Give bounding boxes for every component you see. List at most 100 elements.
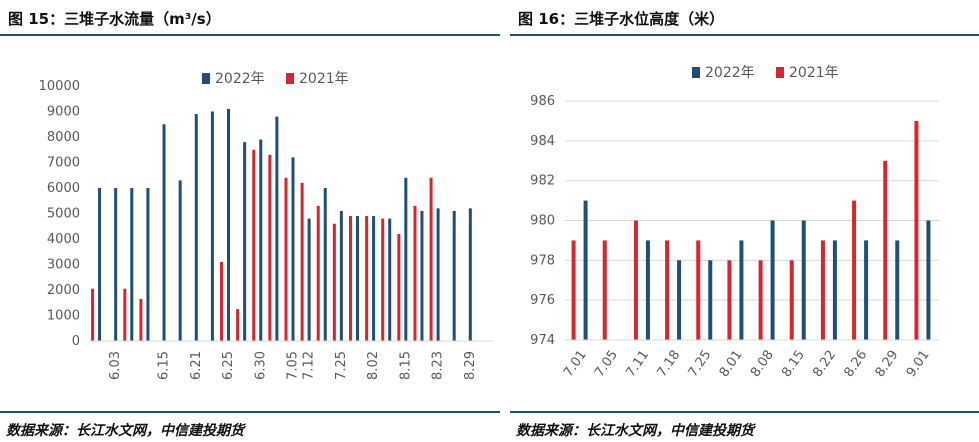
level-chart-x-tick-label: 8.15 [779, 348, 808, 380]
flow-chart-panel: 图 15：三堆子水流量（m³/s） 0 1000 2000 3000 4000 5000 6… [0, 10, 500, 439]
level-chart-bar-2021 [665, 240, 670, 340]
flow-chart-bar-2022 [404, 177, 408, 341]
flow-chart-bar-2021 [365, 216, 369, 341]
flow-chart-bar-2022 [275, 116, 279, 341]
flow-chart-y-tick-label: 6000 [47, 181, 80, 196]
flow-chart-bar-2022 [114, 188, 118, 341]
level-chart-title-rule [510, 34, 979, 36]
flow-chart-legend-swatch [286, 73, 294, 84]
level-chart-legend-swatch [692, 67, 700, 78]
flow-chart-x-tick-label: 6.15 [157, 351, 172, 380]
flow-chart-bar-2021 [236, 309, 240, 341]
level-chart-bar-2022 [895, 240, 900, 340]
level-chart-x-tick-label: 8.29 [873, 348, 902, 380]
flow-chart-bar-2021 [397, 233, 401, 341]
level-chart-y-tick-label: 974 [530, 333, 555, 348]
flow-chart-bar-2022 [243, 142, 247, 341]
flow-chart-bar-2022 [468, 208, 472, 341]
flow-chart-bar-2022 [355, 216, 359, 341]
level-chart-bar-2022 [677, 260, 682, 340]
flow-chart-bar-2022 [146, 188, 150, 341]
flow-chart-bar-2022 [227, 108, 231, 341]
flow-chart-y-tick-label: 4000 [47, 232, 80, 247]
level-chart-legend-label: 2022年 [705, 65, 755, 81]
flow-chart-x-tick-label: 8.02 [366, 351, 381, 380]
flow-chart-y-tick-label: 1000 [47, 309, 80, 324]
flow-chart: 0 1000 2000 3000 4000 5000 6000 7000 8000 9000 100… [39, 71, 493, 380]
flow-chart-y-tick-label: 0 [72, 334, 80, 349]
flow-chart-x-tick-label: 7.25 [334, 351, 349, 380]
level-chart-x-tick-label: 7.25 [686, 348, 715, 380]
level-chart-bar-2022 [739, 240, 744, 340]
level-chart-bar-2021 [758, 260, 763, 340]
flow-chart-bar-2022 [162, 124, 166, 341]
flow-chart-source: 数据来源：长江水文网，中信建投期货 [6, 423, 244, 439]
flow-chart-bar-2022 [210, 111, 214, 341]
level-chart-bar-2022 [801, 220, 806, 340]
flow-chart-legend-label: 2022年 [215, 71, 265, 87]
level-chart-y-tick-label: 982 [530, 174, 555, 189]
flow-chart-bar-2021 [252, 149, 256, 341]
level-chart-y-tick-label: 978 [530, 253, 555, 268]
level-chart-x-tick-label: 8.22 [810, 348, 839, 380]
level-chart-y-tick-label: 980 [530, 214, 555, 229]
flow-chart-bar-2021 [381, 218, 385, 341]
flow-chart-bar-2021 [316, 205, 320, 341]
flow-chart-y-tick-label: 8000 [47, 130, 80, 145]
flow-chart-bar-2022 [307, 218, 311, 341]
level-chart-bar-2022 [864, 240, 869, 340]
flow-chart-x-tick-label: 8.15 [398, 351, 413, 380]
level-chart-bar-2022 [645, 240, 650, 340]
flow-chart-legend-swatch [202, 73, 210, 84]
flow-chart-bar-2022 [372, 216, 376, 341]
flow-chart-bar-2021 [332, 223, 336, 341]
flow-chart-bar-2022 [339, 210, 343, 341]
flow-chart-y-tick-label: 10000 [39, 79, 80, 94]
level-chart-bar-2022 [926, 220, 931, 340]
flow-chart-x-tick-label: 6.30 [253, 351, 268, 380]
level-chart-bar-2021 [914, 120, 919, 341]
flow-chart-x-tick-label: 6.03 [108, 351, 123, 380]
flow-chart-bar-2022 [323, 188, 327, 341]
flow-chart-x-tick-label: 8.29 [463, 351, 478, 380]
flow-chart-bar-2021 [123, 288, 127, 341]
level-chart-bar-2021 [696, 240, 701, 340]
flow-chart-bar-2022 [178, 180, 182, 341]
level-chart-y-tick-label: 986 [530, 94, 555, 109]
flow-chart-bar-2022 [259, 139, 263, 341]
flow-chart-bar-2022 [420, 210, 424, 341]
flow-chart-bar-2021 [284, 177, 288, 341]
flow-chart-bar-2022 [388, 218, 392, 341]
flow-chart-bar-2021 [139, 298, 143, 341]
level-chart-source: 数据来源：长江水文网，中信建投期货 [516, 423, 754, 439]
level-chart-bar-2021 [883, 160, 888, 340]
level-chart-panel: 图 16：三堆子水位高度（米） 974 976 978 980 982 984 986 7.0… [510, 0, 979, 442]
level-chart-bottom-rule [510, 411, 979, 413]
flow-chart-y-tick-label: 7000 [47, 156, 80, 171]
flow-chart-bar-2022 [452, 210, 456, 341]
flow-chart-x-tick-label: 7.12 [302, 351, 317, 380]
flow-chart-bottom-rule [0, 411, 500, 413]
level-chart-x-tick-label: 8.26 [841, 348, 870, 380]
level-chart-bar-2022 [708, 260, 713, 340]
flow-chart-y-tick-label: 2000 [47, 283, 80, 298]
flow-chart-bar-2022 [436, 208, 440, 341]
flow-chart-bar-2021 [429, 177, 433, 341]
flow-chart-x-tick-label: 6.25 [221, 351, 236, 380]
level-chart-title: 图 16：三堆子水位高度（米） [518, 10, 725, 28]
level-chart-bar-2021 [852, 200, 857, 340]
flow-chart-bar-2022 [291, 157, 295, 341]
level-chart-bar-2021 [571, 240, 576, 340]
flow-chart-y-tick-label: 3000 [47, 258, 80, 273]
level-chart-y-tick-label: 976 [530, 293, 555, 308]
flow-chart-title: 图 15：三堆子水流量（m³/s） [8, 10, 221, 28]
flow-chart-bar-2021 [300, 182, 304, 341]
level-chart-x-tick-label: 9.01 [904, 348, 933, 380]
level-chart-x-tick-label: 7.05 [592, 348, 621, 380]
level-chart-y-tick-label: 984 [530, 134, 555, 149]
flow-chart-bar-2021 [220, 261, 224, 341]
level-chart-legend-label: 2021年 [789, 65, 839, 81]
level-chart-bar-2021 [820, 240, 825, 340]
level-chart: 974 976 978 980 982 984 986 7.01 7.05 7.11 7.18 7.2… [530, 65, 939, 380]
level-chart-bar-2021 [789, 260, 794, 340]
